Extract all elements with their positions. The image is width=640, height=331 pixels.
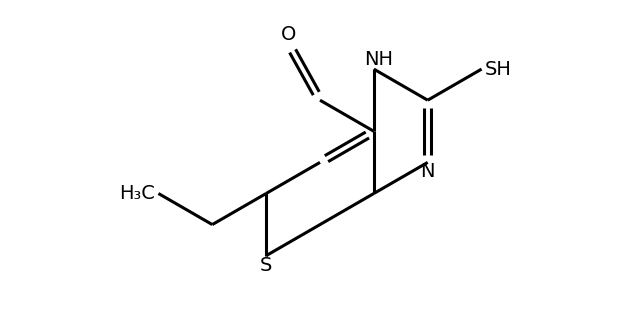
Text: SH: SH — [484, 60, 511, 78]
Text: NH: NH — [364, 50, 394, 69]
Text: N: N — [420, 163, 435, 181]
Text: S: S — [260, 256, 273, 275]
Text: H₃C: H₃C — [120, 184, 156, 203]
Text: O: O — [281, 25, 296, 44]
